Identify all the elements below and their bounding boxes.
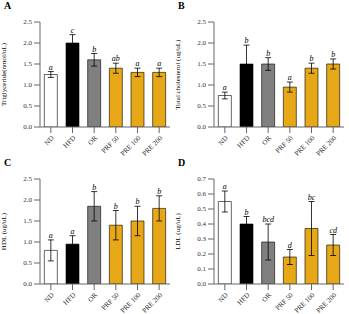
svg-text:a: a xyxy=(157,59,161,68)
svg-text:b: b xyxy=(92,183,96,192)
svg-text:PRE 200: PRE 200 xyxy=(141,134,165,157)
svg-text:a: a xyxy=(288,73,292,82)
svg-text:0.2: 0.2 xyxy=(197,250,206,258)
svg-text:HFD: HFD xyxy=(236,134,252,150)
svg-text:b: b xyxy=(92,45,96,54)
svg-text:2.0: 2.0 xyxy=(23,196,32,204)
svg-text:LDL (ug/uL): LDL (ug/uL) xyxy=(174,213,182,250)
svg-text:PRE 100: PRE 100 xyxy=(293,291,317,314)
html-text:A: A xyxy=(4,0,12,11)
svg-text:PRF 50: PRF 50 xyxy=(100,291,121,312)
svg-text:OR: OR xyxy=(261,134,274,147)
svg-text:b: b xyxy=(136,197,140,206)
svg-text:b: b xyxy=(157,187,161,196)
svg-text:OR: OR xyxy=(87,134,100,147)
svg-text:0.0: 0.0 xyxy=(23,280,32,288)
svg-text:0.3: 0.3 xyxy=(197,235,206,243)
svg-text:b: b xyxy=(310,54,314,63)
svg-text:0.0: 0.0 xyxy=(197,280,206,288)
svg-text:HFD: HFD xyxy=(236,291,252,307)
svg-text:ND: ND xyxy=(43,134,56,147)
svg-text:a: a xyxy=(49,63,53,72)
svg-text:2.0: 2.0 xyxy=(23,39,32,47)
svg-text:1.5: 1.5 xyxy=(23,217,32,225)
svg-text:Triglyceride(nmol/uL): Triglyceride(nmol/uL) xyxy=(8,42,9,106)
svg-text:a: a xyxy=(49,231,53,240)
svg-text:a: a xyxy=(223,83,227,92)
svg-text:b: b xyxy=(266,49,270,58)
svg-text:PRE 100: PRE 100 xyxy=(119,291,143,314)
svg-text:a: a xyxy=(223,182,227,191)
svg-text:OR: OR xyxy=(261,291,274,304)
svg-text:c: c xyxy=(71,26,75,35)
svg-text:0.5: 0.5 xyxy=(23,102,32,110)
svg-text:1.0: 1.0 xyxy=(23,81,32,89)
svg-text:b: b xyxy=(245,208,249,217)
svg-text:Total cholesterol (ug/uL): Total cholesterol (ug/uL) xyxy=(174,39,182,110)
svg-text:1.0: 1.0 xyxy=(197,81,206,89)
svg-text:ab: ab xyxy=(112,54,120,63)
svg-text:1.0: 1.0 xyxy=(23,238,32,246)
svg-text:PRE 200: PRE 200 xyxy=(141,291,165,314)
svg-text:0.0: 0.0 xyxy=(23,123,32,131)
svg-text:bc: bc xyxy=(308,193,316,202)
svg-text:0.1: 0.1 xyxy=(197,265,206,273)
svg-text:HFD: HFD xyxy=(62,134,78,150)
svg-text:PRE 100: PRE 100 xyxy=(293,134,317,157)
svg-text:b: b xyxy=(331,50,335,59)
svg-text:1.5: 1.5 xyxy=(23,60,32,68)
svg-text:PRF 50: PRF 50 xyxy=(274,291,295,312)
svg-text:HDL (ug/uL): HDL (ug/uL) xyxy=(8,212,9,250)
svg-text:bcd: bcd xyxy=(262,215,275,224)
svg-text:0.5: 0.5 xyxy=(197,102,206,110)
svg-text:PRE 200: PRE 200 xyxy=(315,134,339,157)
svg-text:OR: OR xyxy=(87,291,100,304)
html-text:D: D xyxy=(178,157,186,168)
svg-text:a: a xyxy=(71,227,75,236)
svg-text:0.0: 0.0 xyxy=(197,123,206,131)
html-text:C: C xyxy=(4,157,12,168)
svg-text:b: b xyxy=(114,202,118,211)
svg-text:cd: cd xyxy=(329,226,338,235)
svg-text:2.5: 2.5 xyxy=(23,18,32,26)
svg-text:1.5: 1.5 xyxy=(197,60,206,68)
svg-text:a: a xyxy=(136,59,140,68)
svg-text:2.0: 2.0 xyxy=(197,39,206,47)
svg-text:0.4: 0.4 xyxy=(197,220,206,228)
svg-text:0.7: 0.7 xyxy=(197,175,206,183)
svg-text:0.5: 0.5 xyxy=(197,205,206,213)
svg-text:2.5: 2.5 xyxy=(23,175,32,183)
svg-text:PRE 200: PRE 200 xyxy=(315,291,339,314)
svg-text:ND: ND xyxy=(217,134,230,147)
svg-text:d: d xyxy=(288,241,293,250)
svg-text:HFD: HFD xyxy=(62,291,78,307)
svg-text:0.6: 0.6 xyxy=(197,190,206,198)
svg-text:0.5: 0.5 xyxy=(23,259,32,267)
svg-text:2.5: 2.5 xyxy=(197,18,206,26)
svg-text:PRF 50: PRF 50 xyxy=(100,134,121,155)
svg-text:PRE 100: PRE 100 xyxy=(119,134,143,157)
svg-text:b: b xyxy=(245,36,249,45)
svg-text:PRF 50: PRF 50 xyxy=(274,134,295,155)
svg-text:ND: ND xyxy=(43,291,56,304)
html-text:B: B xyxy=(178,0,185,11)
svg-text:ND: ND xyxy=(217,291,230,304)
